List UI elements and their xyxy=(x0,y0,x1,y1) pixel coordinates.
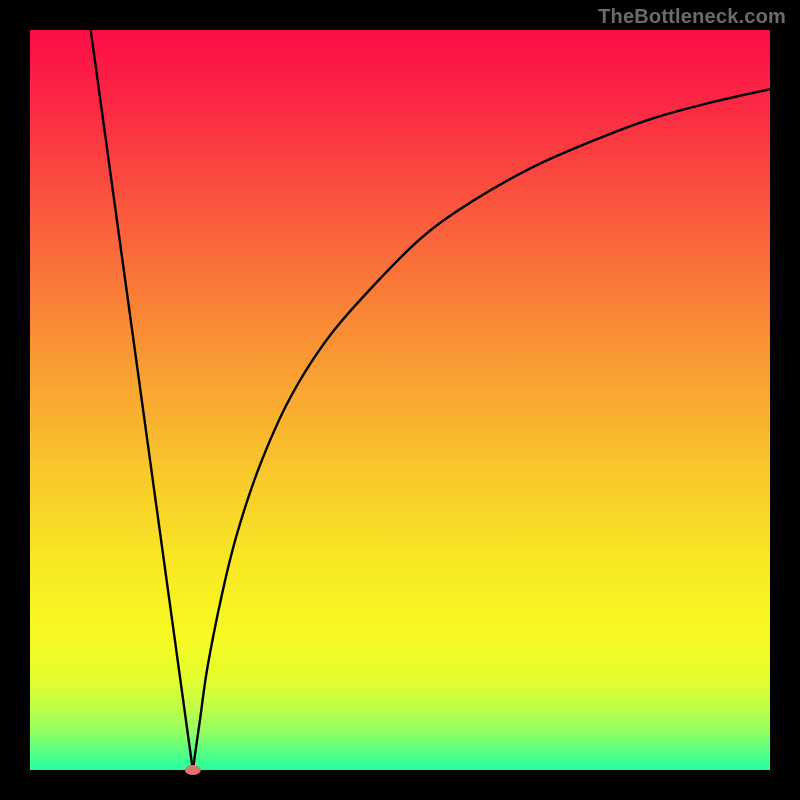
watermark-text: TheBottleneck.com xyxy=(598,6,786,29)
chart-container: TheBottleneck.com xyxy=(0,0,800,800)
bottleneck-chart xyxy=(0,0,800,800)
optimal-point-marker xyxy=(185,765,201,775)
